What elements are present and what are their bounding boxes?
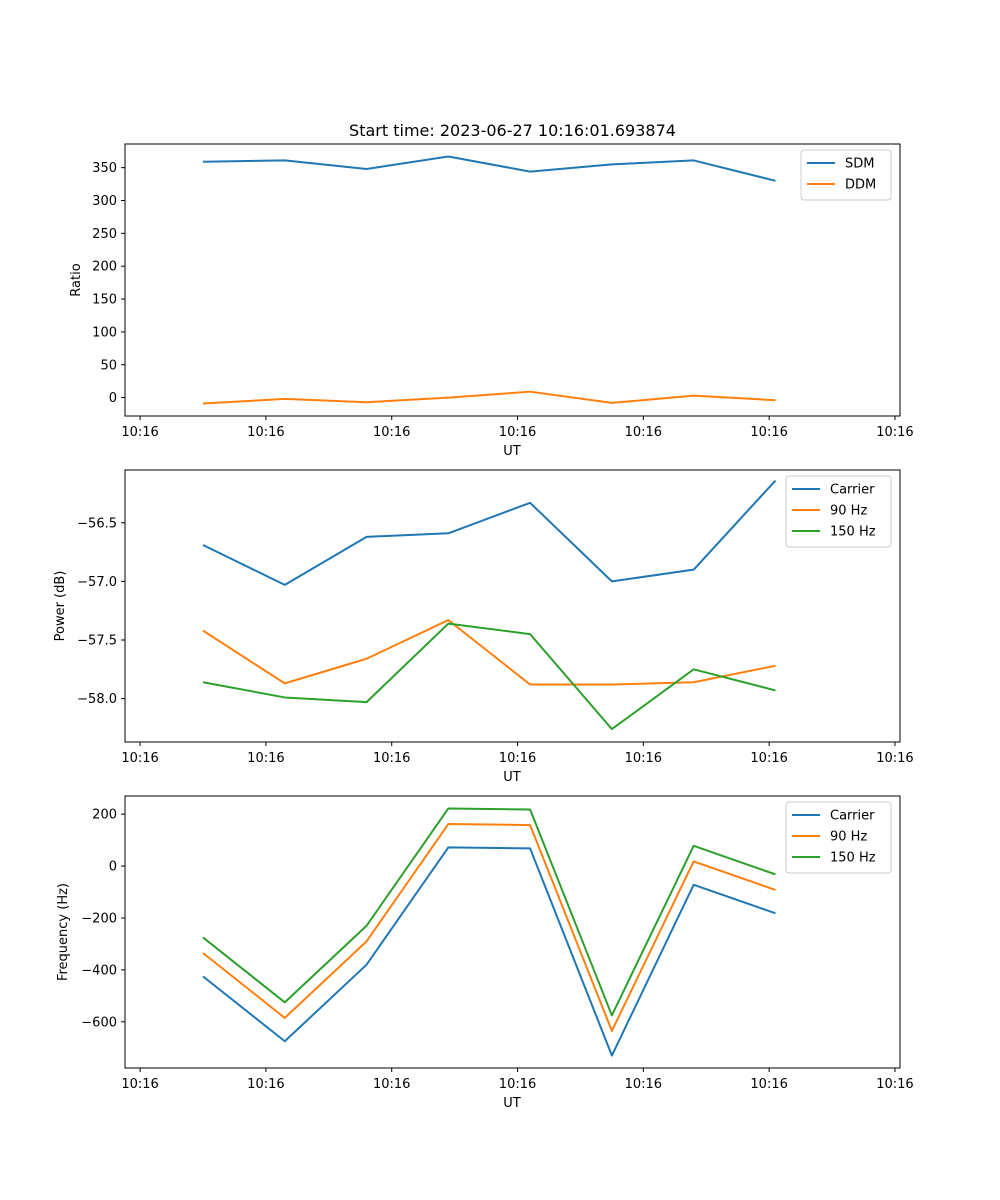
series-line-150-hz (202, 622, 776, 731)
y-axis-label: Frequency (Hz) (56, 883, 71, 981)
series-line-150-hz (202, 807, 776, 1017)
axes-frame (124, 469, 901, 743)
figure-title: Start time: 2023-06-27 10:16:01.693874 (349, 121, 676, 140)
x-axis-label: UT (503, 770, 521, 785)
x-axis-label: UT (503, 444, 521, 459)
x-tick-label: 10:16 (625, 425, 662, 440)
x-tick-label: 10:16 (750, 751, 787, 766)
legend-label: Carrier (830, 809, 875, 824)
x-tick-label: 10:16 (750, 1077, 787, 1092)
y-tick-label: 200 (92, 260, 117, 275)
y-axis-label: Power (dB) (53, 571, 68, 642)
x-tick-label: 10:16 (373, 425, 410, 440)
y-tick-label: 0 (109, 391, 117, 406)
x-axis-label: UT (503, 1096, 521, 1111)
x-tick-label: 10:16 (750, 425, 787, 440)
legend-label: DDM (845, 178, 876, 193)
series-line-carrier (202, 479, 777, 586)
x-tick-label: 10:16 (121, 1077, 158, 1092)
series-line-90-hz (202, 619, 776, 686)
y-tick-label: 150 (92, 293, 117, 308)
panel-3: 10:1610:1610:1610:1610:1610:1610:1610:17… (56, 795, 914, 1111)
legend-label: 150 Hz (830, 525, 876, 540)
plots: 10:1610:1610:1610:1610:1610:1610:1610:17… (53, 143, 914, 1111)
x-tick-label: 10:16 (499, 751, 536, 766)
x-tick-label: 10:16 (121, 751, 158, 766)
x-tick-label: 10:16 (625, 1077, 662, 1092)
y-tick-label: 0 (109, 860, 117, 875)
legend-label: 90 Hz (830, 830, 867, 845)
series-line-sdm (202, 155, 776, 182)
x-tick-label: 10:16 (121, 425, 158, 440)
y-tick-label: 100 (92, 325, 117, 340)
legend: Carrier 90 Hz 150 Hz (785, 475, 892, 548)
series-line-carrier (202, 846, 776, 1057)
legend-box (785, 475, 892, 548)
legend-label: 150 Hz (830, 851, 876, 866)
x-tick-label: 10:16 (247, 425, 284, 440)
series-line-90-hz (202, 823, 776, 1032)
legend: Carrier 90 Hz 150 Hz (785, 801, 892, 874)
legend: SDM DDM (800, 149, 892, 201)
y-tick-label: 300 (92, 194, 117, 209)
x-tick-label: 10:16 (247, 1077, 284, 1092)
panel-1: 10:1610:1610:1610:1610:1610:1610:1610:17… (69, 143, 914, 459)
x-tick-label: 10:16 (876, 1077, 913, 1092)
y-tick-label: −57.5 (77, 634, 117, 649)
axes-frame (124, 795, 901, 1069)
y-tick-label: 50 (100, 358, 117, 373)
series-line-ddm (202, 390, 776, 405)
axes-frame (124, 143, 901, 417)
x-tick-label: 10:16 (625, 751, 662, 766)
legend-box (785, 801, 892, 874)
x-tick-label: 10:16 (499, 425, 536, 440)
y-tick-label: 200 (92, 808, 117, 823)
y-tick-label: −56.5 (77, 516, 117, 531)
y-tick-label: −57.0 (77, 575, 117, 590)
y-tick-label: −400 (81, 963, 117, 978)
y-tick-label: 350 (92, 161, 117, 176)
x-tick-label: 10:16 (876, 751, 913, 766)
x-tick-label: 10:16 (499, 1077, 536, 1092)
legend-label: Carrier (830, 483, 875, 498)
y-tick-label: −58.0 (77, 692, 117, 707)
x-tick-label: 10:16 (876, 425, 913, 440)
x-tick-label: 10:16 (373, 751, 410, 766)
y-tick-label: 250 (92, 227, 117, 242)
x-tick-label: 10:16 (373, 1077, 410, 1092)
legend-label: SDM (845, 157, 874, 172)
panel-2: 10:1610:1610:1610:1610:1610:1610:1610:17… (53, 469, 914, 785)
y-tick-label: −200 (81, 911, 117, 926)
y-tick-label: −600 (81, 1015, 117, 1030)
y-axis-label: Ratio (69, 263, 84, 296)
x-tick-label: 10:16 (247, 751, 284, 766)
legend-label: 90 Hz (830, 504, 867, 519)
